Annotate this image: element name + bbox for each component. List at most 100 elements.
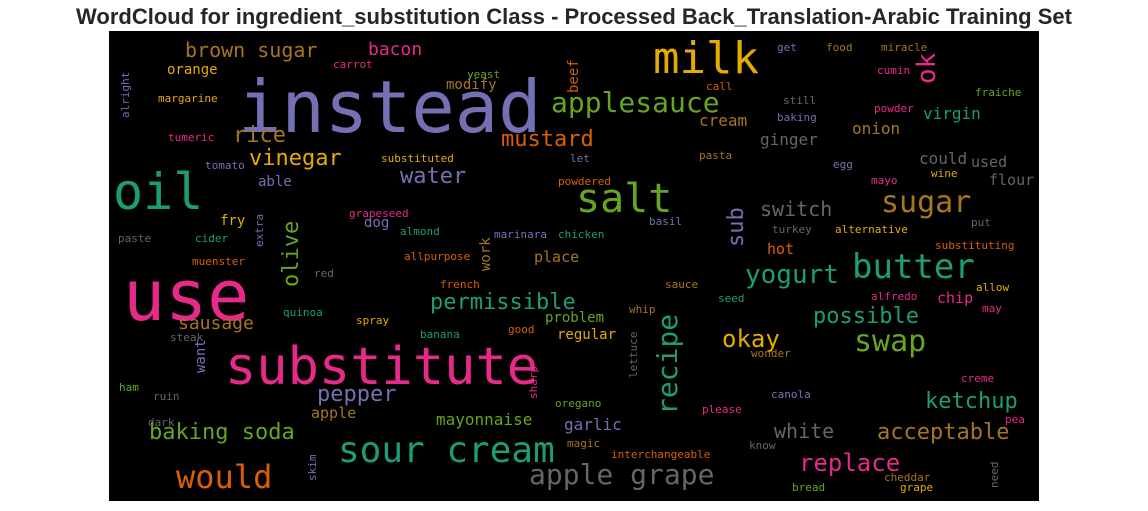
word-use: use (123, 255, 250, 337)
word-acceptable: acceptable (877, 420, 1010, 445)
word-mayo: mayo (871, 174, 898, 187)
word-baking: baking (777, 111, 817, 124)
word-pasta: pasta (699, 149, 733, 162)
word-mustard: mustard (501, 127, 594, 152)
word-carrot: carrot (333, 58, 373, 71)
word-work: work (478, 237, 494, 271)
word-brown-sugar: brown sugar (185, 38, 318, 62)
word-marinara: marinara (494, 228, 547, 241)
word-call: call (706, 80, 733, 93)
word-food: food (826, 41, 853, 54)
word-permissible: permissible (430, 290, 576, 315)
word-okay: okay (722, 325, 780, 353)
word-garlic: garlic (564, 415, 622, 434)
word-need: need (988, 461, 1001, 489)
word-paste: paste (118, 232, 152, 245)
word-ginger: ginger (760, 130, 818, 149)
word-water: water (400, 164, 467, 189)
word-hot: hot (767, 240, 795, 258)
word-tomato: tomato (205, 159, 245, 172)
word-yogurt: yogurt (745, 260, 839, 290)
word-butter: butter (852, 247, 975, 287)
word-grapeseed: grapeseed (349, 207, 409, 220)
word-cheddar: cheddar (884, 471, 931, 484)
word-tumeric: tumeric (168, 131, 215, 144)
word-ham: ham (119, 381, 139, 394)
word-instead: instead (238, 65, 542, 149)
word-bacon: bacon (368, 39, 423, 60)
word-ok: ok (912, 52, 942, 84)
word-interchangeable: interchangeable (611, 448, 711, 461)
word-still: still (783, 94, 817, 107)
word-mayonnaise: mayonnaise (436, 410, 533, 429)
word-get: get (777, 41, 797, 54)
word-substituted: substituted (381, 152, 454, 165)
word-pea: pea (1005, 413, 1025, 426)
word-basil: basil (649, 215, 683, 228)
word-allow: allow (976, 281, 1010, 294)
word-skim: skim (306, 454, 319, 482)
word-almond: almond (400, 225, 440, 238)
word-ketchup: ketchup (925, 389, 1018, 414)
word-french: french (440, 278, 480, 291)
word-know: know (749, 439, 776, 452)
word-let: let (570, 152, 590, 165)
word-dog: dog (364, 215, 390, 231)
word-fry: fry (220, 213, 246, 229)
word-cumin: cumin (877, 64, 911, 77)
word-fraiche: fraiche (975, 86, 1022, 99)
word-wine: wine (931, 167, 958, 180)
word-used: used (971, 153, 1008, 171)
word-cream: cream (699, 111, 748, 130)
word-substitute: substitute (225, 337, 539, 397)
word-spray: spray (356, 314, 390, 327)
word-could: could (919, 149, 968, 168)
word-olive: olive (279, 220, 304, 287)
word-alright: alright (119, 71, 132, 118)
word-may: may (982, 302, 1002, 315)
word-recipe: recipe (651, 313, 684, 415)
word-margarine: margarine (158, 92, 218, 105)
word-extra: extra (253, 213, 266, 247)
word-modify: modify (446, 77, 497, 93)
figure-title: WordCloud for ingredient_substitution Cl… (76, 4, 1072, 29)
word-powder: powder (874, 102, 914, 115)
word-ruin: ruin (153, 390, 180, 403)
word-switch: switch (760, 197, 833, 221)
word-applesauce: applesauce (551, 86, 720, 119)
word-grape: grape (900, 481, 934, 494)
word-chip: chip (937, 289, 974, 307)
word-banana: banana (420, 328, 460, 341)
word-red: red (314, 267, 334, 280)
word-want: want (193, 339, 209, 373)
word-baking-soda: baking soda (149, 420, 295, 445)
word-pepper: pepper (317, 382, 397, 407)
word-able: able (258, 174, 292, 190)
word-cider: cider (195, 232, 229, 245)
word-milk: milk (653, 33, 759, 84)
word-miracle: miracle (881, 41, 928, 54)
word-creme: creme (961, 372, 995, 385)
word-yeast: yeast (467, 68, 501, 81)
word-sub: sub (724, 207, 749, 247)
word-powdered: powdered (558, 175, 611, 188)
word-sausage: sausage (178, 313, 254, 334)
word-onion: onion (852, 119, 901, 138)
word-turkey: turkey (772, 223, 812, 236)
word-possible: possible (813, 304, 919, 329)
word-substituting: substituting (935, 239, 1015, 252)
word-egg: egg (833, 158, 853, 171)
word-put: put (971, 216, 991, 229)
word-problem: problem (545, 310, 605, 326)
word-orange: orange (167, 62, 218, 78)
word-flour: flour (989, 171, 1035, 189)
word-canola: canola (771, 388, 811, 401)
word-apple-grape: apple grape (529, 458, 715, 491)
word-sauce: sauce (665, 278, 699, 291)
word-bread: bread (792, 481, 826, 494)
word-whip: whip (629, 303, 656, 316)
word-rice: rice (233, 123, 286, 148)
word-salt: salt (576, 176, 673, 222)
word-quinoa: quinoa (283, 306, 323, 319)
